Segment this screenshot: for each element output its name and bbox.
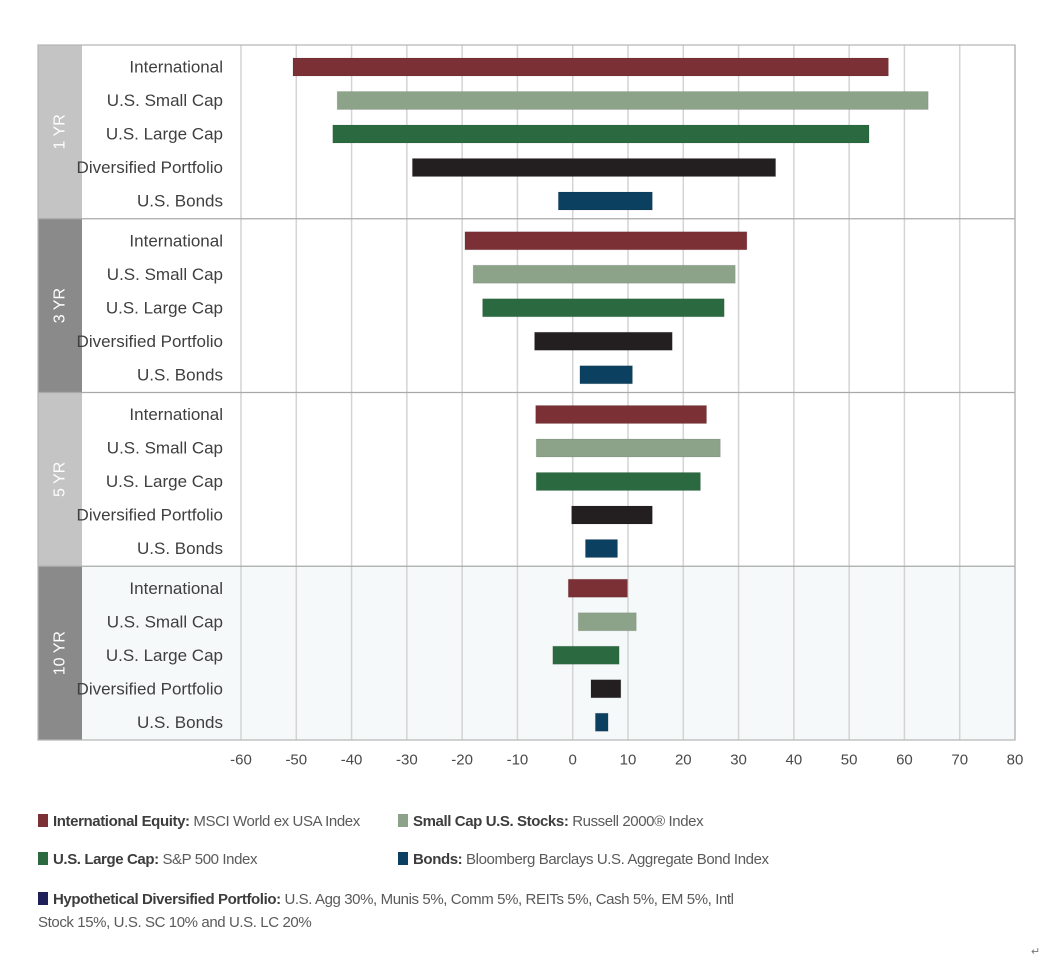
- period-band: [38, 45, 82, 219]
- category-label: Diversified Portfolio: [77, 158, 223, 177]
- category-label: International: [129, 405, 223, 424]
- range-bar-u-s-bonds: [594, 712, 609, 732]
- x-tick-label: 40: [786, 752, 803, 769]
- legend-title-bonds: Bonds:: [413, 851, 463, 868]
- category-label: U.S. Large Cap: [106, 472, 223, 491]
- range-bar-international: [535, 405, 708, 424]
- category-label: U.S. Bonds: [137, 365, 223, 384]
- range-bar-u-s-small-cap: [535, 438, 721, 458]
- range-bar-u-s-bonds: [557, 191, 653, 211]
- range-bar-diversified-portfolio: [590, 679, 622, 699]
- chart-frame: [37, 44, 1016, 741]
- legend-text-small-cap: Russell 2000® Index: [568, 813, 704, 830]
- period-band: [38, 566, 82, 740]
- category-label: U.S. Small Cap: [107, 91, 223, 110]
- section-background: [82, 566, 1015, 740]
- legend-swatch-large-cap: [38, 852, 48, 865]
- period-label: 5 YR: [52, 462, 69, 497]
- legend-title-large-cap: U.S. Large Cap:: [53, 851, 159, 868]
- legend-item-small-cap: Small Cap U.S. Stocks: Russell 2000® Ind…: [398, 812, 704, 832]
- range-bar-u-s-large-cap: [332, 124, 870, 144]
- range-bar-u-s-small-cap: [472, 264, 736, 284]
- range-bar-u-s-small-cap: [336, 91, 929, 110]
- category-label: U.S. Large Cap: [106, 125, 223, 144]
- x-tick-label: 30: [730, 752, 747, 769]
- category-label: U.S. Small Cap: [107, 439, 223, 458]
- legend-text-large-cap: S&P 500 Index: [158, 851, 258, 868]
- category-label: Diversified Portfolio: [77, 332, 223, 351]
- legend-item-diversified: Hypothetical Diversified Portfolio: U.S.…: [38, 888, 738, 934]
- legend-title-international: International Equity:: [53, 813, 190, 830]
- category-label: U.S. Bonds: [137, 192, 223, 211]
- legend-item-large-cap: U.S. Large Cap: S&P 500 Index: [38, 850, 257, 870]
- x-tick-label: -50: [285, 752, 307, 769]
- range-bar-diversified-portfolio: [571, 505, 653, 525]
- period-label: 3 YR: [52, 288, 69, 323]
- legend-text-international: MSCI World ex USA Index: [189, 813, 360, 830]
- legend-title-small-cap: Small Cap U.S. Stocks:: [413, 813, 569, 830]
- range-bar-international: [464, 231, 748, 251]
- legend-item-bonds: Bonds: Bloomberg Barclays U.S. Aggregate…: [398, 850, 769, 870]
- legend-swatch-diversified: [38, 892, 48, 905]
- range-bar-u-s-large-cap: [535, 472, 701, 491]
- period-band: [38, 218, 82, 393]
- category-label: Diversified Portfolio: [77, 679, 223, 698]
- range-bar-u-s-bonds: [584, 539, 618, 558]
- range-bar-diversified-portfolio: [534, 331, 673, 351]
- x-tick-label: -60: [230, 752, 252, 769]
- x-tick-label: -30: [396, 752, 418, 769]
- category-label: U.S. Small Cap: [107, 612, 223, 631]
- category-label: International: [129, 579, 223, 598]
- legend-swatch-international: [38, 814, 48, 827]
- period-label: 10 YR: [52, 631, 69, 675]
- legend-text-bonds: Bloomberg Barclays U.S. Aggregate Bond I…: [462, 851, 769, 868]
- range-bar-u-s-small-cap: [577, 612, 637, 632]
- x-tick-label: 50: [841, 752, 858, 769]
- paragraph-return-icon: ↵: [1031, 946, 1041, 958]
- range-bar-u-s-large-cap: [482, 298, 725, 318]
- x-tick-label: -20: [451, 752, 473, 769]
- range-chart: 1 YR International U.S. Small Cap U.S. Larg…: [37, 44, 1024, 769]
- x-tick-label: 10: [620, 752, 637, 769]
- x-tick-label: 80: [1007, 752, 1024, 769]
- x-tick-label: 20: [675, 752, 692, 769]
- category-label: Diversified Portfolio: [77, 506, 223, 525]
- category-label: International: [129, 58, 223, 77]
- category-label: U.S. Bonds: [137, 713, 223, 732]
- period-label: 1 YR: [52, 114, 69, 149]
- category-label: U.S. Small Cap: [107, 265, 223, 284]
- period-band: [38, 392, 82, 567]
- x-tick-label: -10: [507, 752, 529, 769]
- legend-title-diversified: Hypothetical Diversified Portfolio:: [53, 891, 281, 908]
- legend-item-international: International Equity: MSCI World ex USA …: [38, 812, 360, 832]
- range-bar-international: [292, 57, 889, 77]
- x-tick-label: 60: [896, 752, 913, 769]
- range-bar-international: [567, 578, 628, 598]
- legend-swatch-small-cap: [398, 814, 408, 827]
- x-tick-label: -40: [341, 752, 363, 769]
- x-tick-label: 0: [569, 752, 577, 769]
- range-bar-u-s-large-cap: [552, 645, 620, 665]
- legend-text-diversified: U.S. Agg 30%, Munis 5%, Comm 5%, REITs 5…: [38, 891, 734, 931]
- category-label: U.S. Large Cap: [106, 298, 223, 317]
- legend-swatch-bonds: [398, 852, 408, 865]
- category-label: International: [129, 231, 223, 250]
- category-label: U.S. Large Cap: [106, 646, 223, 665]
- range-bar-u-s-bonds: [579, 365, 633, 385]
- range-bar-diversified-portfolio: [411, 158, 777, 177]
- x-tick-label: 70: [951, 752, 968, 769]
- category-label: U.S. Bonds: [137, 539, 223, 558]
